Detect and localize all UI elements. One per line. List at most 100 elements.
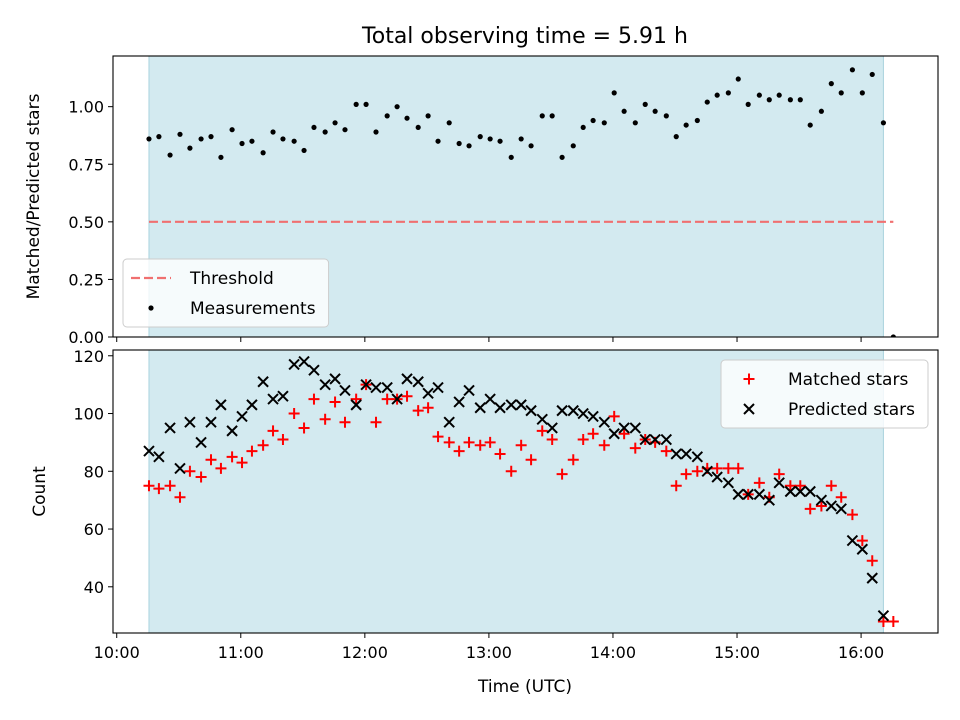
measurement-point (156, 134, 162, 140)
measurement-point (384, 113, 390, 119)
matched-stars-point (753, 477, 765, 489)
predicted-stars-point (339, 384, 351, 397)
matched-stars-point (463, 436, 475, 448)
predicted-stars-point (608, 428, 620, 440)
predicted-stars-point (587, 410, 599, 423)
matched-stars-point (773, 468, 785, 480)
predicted-stars-point (825, 500, 838, 512)
x-axis-label: Time (UTC) (477, 677, 572, 697)
matched-stars-point (866, 555, 878, 567)
measurement-point (838, 90, 844, 96)
measurement-point (466, 143, 472, 149)
predicted-stars-point (205, 416, 217, 428)
predicted-stars-point (329, 373, 341, 385)
x-tick-label: 12:00 (342, 643, 388, 662)
legend-matched-swatch (743, 373, 755, 385)
legend-measurement-swatch (148, 305, 154, 311)
measurement-point (291, 138, 297, 144)
measurement-point (756, 92, 762, 98)
predicted-stars-point (680, 448, 692, 460)
measurement-point (683, 122, 689, 128)
predicted-stars-point (288, 358, 300, 371)
matched-stars-point (784, 480, 796, 492)
matched-stars-point (195, 471, 207, 483)
matched-stars-point (350, 393, 362, 405)
measurement-point (446, 120, 452, 126)
measurement-point (704, 99, 710, 105)
matched-stars-point (887, 615, 899, 627)
matched-stars-point (670, 480, 682, 492)
measurement-point (270, 129, 276, 135)
matched-stars-point (339, 416, 351, 428)
legend: Threshold Measurements (122, 258, 330, 328)
matched-stars-point (515, 439, 527, 451)
legend-predicted-swatch (743, 403, 755, 415)
measurement-point (652, 108, 658, 114)
predicted-stars-point (649, 433, 661, 446)
matched-stars-point (608, 410, 620, 422)
measurement-point (818, 108, 824, 114)
y-axis-label: Count (30, 466, 50, 517)
measurement-point (570, 143, 576, 149)
measurement-point (394, 104, 400, 110)
x-tick-label: 15:00 (714, 643, 760, 662)
matched-stars-point (308, 393, 320, 405)
matched-stars-point (804, 503, 816, 515)
matched-stars-point (629, 442, 641, 454)
matched-stars-point (370, 416, 382, 428)
matched-stars-point (174, 491, 186, 503)
predicted-stars-point (732, 488, 744, 501)
measurement-point (559, 154, 565, 160)
legend-label: Threshold (189, 269, 274, 289)
matched-stars-point (319, 413, 331, 425)
measurement-point (229, 127, 235, 133)
matched-stars-point (546, 434, 558, 446)
matched-stars-point (432, 431, 444, 443)
y-tick-label: 60 (84, 520, 104, 539)
x-tick-label: 14:00 (590, 643, 636, 662)
measurement-point (425, 113, 431, 119)
measurement-point (208, 134, 214, 140)
predicted-stars-point (515, 399, 527, 411)
predicted-stars-point (866, 572, 878, 584)
matched-stars-point (412, 405, 424, 417)
measurement-point (735, 76, 741, 82)
matched-stars-point (205, 454, 217, 466)
measurement-point (694, 117, 700, 124)
measurement-point (373, 129, 379, 135)
predicted-stars-point (722, 477, 735, 489)
plot-data-area (143, 355, 899, 627)
measurement-point (322, 129, 328, 135)
predicted-stars-point (195, 436, 207, 449)
measurement-point (590, 117, 596, 124)
plot-data-area (146, 67, 896, 337)
matched-stars-point (618, 428, 630, 440)
predicted-stars-point (835, 503, 847, 515)
predicted-stars-point (350, 399, 362, 411)
predicted-stars-point (846, 534, 859, 547)
predicted-stars-point (877, 609, 890, 622)
measurement-point (508, 154, 514, 160)
measurement-point (456, 140, 462, 147)
matched-stars-point (329, 396, 341, 408)
predicted-stars-point (505, 399, 517, 411)
predicted-stars-point (308, 364, 320, 376)
measurement-point (714, 92, 720, 98)
y-tick-label: 120 (73, 347, 104, 366)
predicted-stars-point (463, 384, 475, 397)
measurement-point (218, 154, 224, 160)
matched-stars-point (536, 425, 548, 437)
predicted-stars-point (370, 381, 382, 394)
legend: Matched stars Predicted stars (720, 359, 929, 429)
measurement-point (601, 120, 607, 126)
matched-stars-point (153, 483, 165, 495)
matched-stars-point (505, 465, 517, 477)
predicted-stars-point (577, 407, 589, 420)
predicted-stars-point (494, 402, 506, 414)
predicted-stars-point (691, 451, 704, 463)
predicted-stars-point (556, 404, 568, 417)
predicted-stars-point (226, 425, 238, 437)
measurement-point (518, 136, 524, 142)
